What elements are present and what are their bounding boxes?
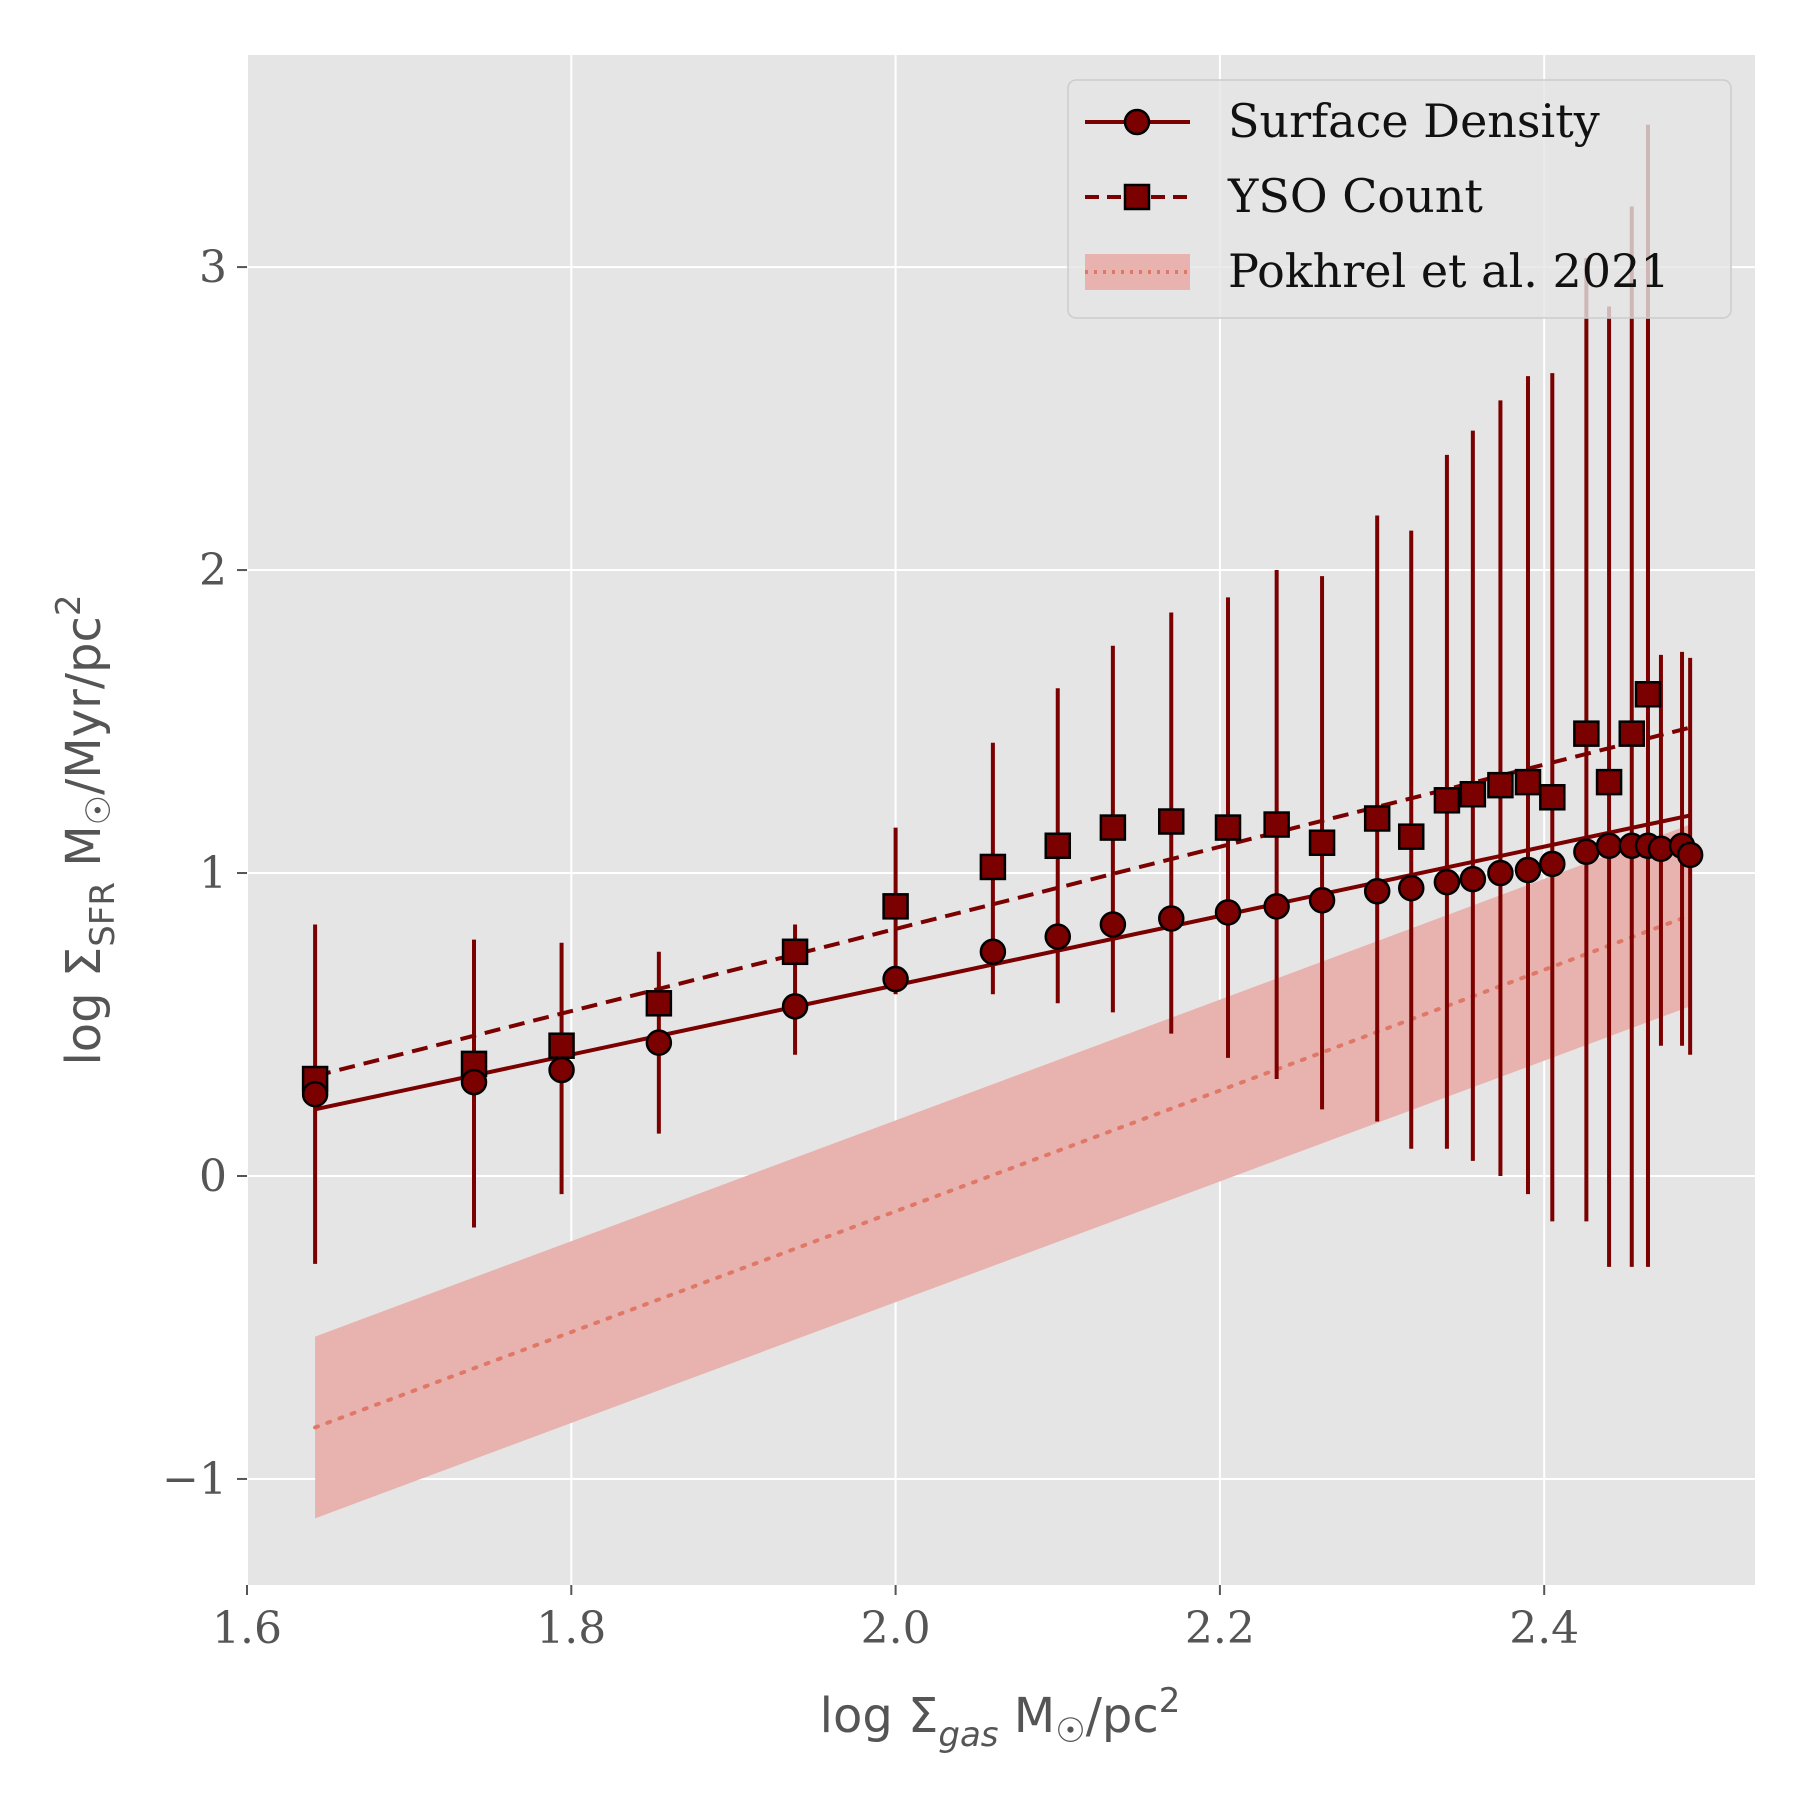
surface-density-point bbox=[882, 965, 909, 993]
surface-density-point bbox=[460, 1068, 488, 1096]
x-tick-label: 2.4 bbox=[1509, 1603, 1579, 1654]
yso-count-point bbox=[882, 893, 909, 920]
yso-count-point bbox=[1397, 823, 1425, 850]
yso-count-point bbox=[1595, 768, 1623, 796]
yso-count-point bbox=[1634, 681, 1662, 708]
legend-label-surface-density: Surface Density bbox=[1228, 94, 1600, 148]
surface-density-point bbox=[1308, 887, 1336, 914]
yso-count-point bbox=[645, 990, 673, 1017]
surface-density-point bbox=[1099, 911, 1127, 938]
y-tick-label: −1 bbox=[162, 1454, 227, 1505]
surface-density-point bbox=[1539, 850, 1566, 878]
yso-count-point bbox=[1539, 784, 1566, 811]
yso-count-point bbox=[1099, 814, 1127, 841]
ticks-layer: 1.6 1.8 2.0 2.2 2.4 −1 0 1 2 3 bbox=[162, 242, 1579, 1654]
legend-marker-surface-density bbox=[1123, 108, 1151, 136]
surface-density-point bbox=[1397, 874, 1425, 902]
y-tick-label: 1 bbox=[199, 848, 227, 899]
yso-count-point bbox=[1044, 832, 1072, 860]
surface-density-point bbox=[979, 938, 1007, 966]
yso-count-point bbox=[1459, 780, 1487, 808]
y-axis-label: log ΣSFR M☉/Myr/pc2 bbox=[49, 594, 123, 1065]
pokhrel-band bbox=[315, 824, 1691, 1519]
pokhrel-line bbox=[313, 913, 1693, 1430]
surface-density-point bbox=[1214, 899, 1242, 926]
surface-density-point bbox=[1263, 893, 1290, 920]
x-tick-label: 1.6 bbox=[212, 1603, 282, 1654]
yso-count-point bbox=[1214, 814, 1242, 841]
surface-density-point bbox=[1595, 832, 1623, 860]
surface-density-point bbox=[1363, 877, 1391, 905]
surface-density-point bbox=[1676, 841, 1704, 869]
markers-layer bbox=[301, 681, 1704, 1108]
yso-count-point bbox=[1263, 811, 1290, 838]
yso-count-point bbox=[1433, 787, 1461, 814]
y-tick-label: 0 bbox=[199, 1151, 227, 1202]
yso-count-point bbox=[1487, 771, 1514, 799]
surface-density-point bbox=[1044, 923, 1072, 950]
surface-density-point bbox=[1487, 859, 1514, 887]
surface-density-point bbox=[301, 1080, 329, 1108]
yso-count-point bbox=[1308, 829, 1336, 856]
surface-density-fit-line bbox=[314, 813, 1691, 1112]
yso-count-point bbox=[781, 938, 809, 966]
surface-density-point bbox=[1573, 838, 1600, 866]
surface-density-point bbox=[1158, 905, 1185, 932]
legend-marker-yso-count bbox=[1123, 183, 1151, 211]
legend-label-pokhrel: Pokhrel et al. 2021 bbox=[1228, 244, 1670, 298]
yso-count-point bbox=[1158, 808, 1185, 835]
yso-count-point bbox=[1363, 805, 1391, 832]
surface-density-point bbox=[548, 1056, 575, 1084]
surface-density-point bbox=[645, 1029, 673, 1056]
x-axis-label: log Σgas M☉/pc2 bbox=[820, 1681, 1181, 1755]
surface-density-point bbox=[1433, 868, 1461, 896]
y-tick-label: 2 bbox=[199, 545, 227, 596]
yso-count-point bbox=[979, 853, 1007, 881]
yso-count-point bbox=[1573, 720, 1600, 747]
pokhrel-band-layer bbox=[313, 824, 1693, 1519]
x-tick-label: 2.2 bbox=[1185, 1603, 1255, 1654]
legend-box bbox=[1067, 79, 1732, 319]
legend-patch-pokhrel bbox=[1085, 254, 1190, 290]
yso-count-point bbox=[1618, 720, 1646, 747]
surface-density-point bbox=[1514, 856, 1542, 884]
y-tick-label: 3 bbox=[199, 242, 227, 293]
surface-density-point bbox=[781, 993, 809, 1020]
legend: Surface Density YSO Count Pokhrel et al.… bbox=[1067, 79, 1732, 319]
x-tick-label: 1.8 bbox=[536, 1603, 606, 1654]
x-tick-label: 2.0 bbox=[861, 1603, 931, 1654]
legend-label-yso-count: YSO Count bbox=[1227, 169, 1483, 223]
surface-density-point bbox=[1459, 865, 1487, 893]
yso-count-point bbox=[548, 1032, 575, 1059]
yso-count-point bbox=[1514, 768, 1542, 796]
